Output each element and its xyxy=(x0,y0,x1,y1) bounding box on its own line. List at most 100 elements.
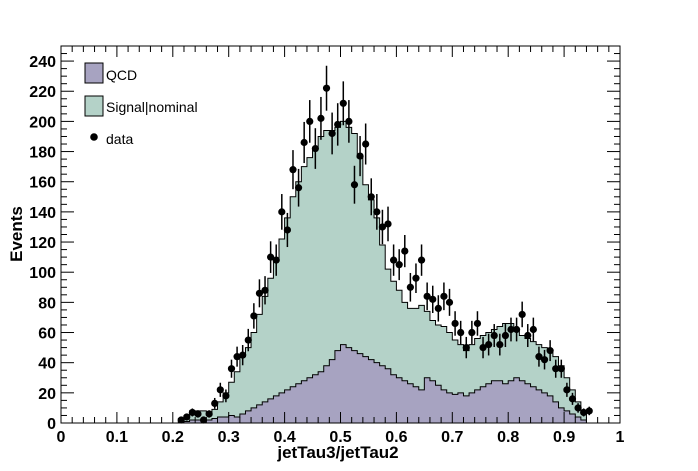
data-point xyxy=(378,209,387,245)
data-point xyxy=(451,311,459,336)
data-point xyxy=(311,128,319,169)
data-point xyxy=(278,194,286,230)
data-point xyxy=(440,282,448,311)
x-tick-label: 0.8 xyxy=(497,429,519,446)
data-point xyxy=(496,333,504,356)
data-point-marker xyxy=(529,325,537,334)
data-point xyxy=(194,410,202,418)
data-point-marker xyxy=(546,347,554,355)
data-point xyxy=(445,288,454,316)
data-point xyxy=(423,282,431,311)
y-tick-label: 120 xyxy=(29,235,56,252)
legend-signal-label: Signal|nominal xyxy=(106,99,198,115)
data-point xyxy=(261,276,269,305)
data-point xyxy=(177,416,185,424)
y-tick-label: 160 xyxy=(29,175,56,192)
data-point-marker xyxy=(177,416,185,424)
data-point xyxy=(328,112,336,155)
data-point-marker xyxy=(255,289,264,297)
data-point-marker xyxy=(501,331,510,340)
data-point xyxy=(390,244,398,276)
data-point-marker xyxy=(473,319,482,328)
data-point-marker xyxy=(518,310,526,319)
data-point xyxy=(574,403,582,413)
x-axis-ticks: 0 0.1 0.2 0.3 0.4 0.5 0.6 0.7 0.8 0.9 1 xyxy=(57,46,625,446)
data-point-marker xyxy=(345,117,353,125)
data-point xyxy=(384,206,392,242)
x-tick-label: 0.9 xyxy=(553,429,575,446)
data-point xyxy=(199,416,208,424)
data-point xyxy=(395,249,403,281)
data-point xyxy=(490,324,498,348)
data-point xyxy=(462,336,470,359)
data-point-marker xyxy=(490,331,498,340)
y-tick-label: 220 xyxy=(29,84,56,101)
stacked-histogram xyxy=(172,120,593,424)
x-tick-label: 0.6 xyxy=(385,429,407,446)
data-point xyxy=(334,103,342,146)
data-point-marker xyxy=(289,166,297,174)
data-point xyxy=(244,328,252,352)
data-point-marker xyxy=(507,325,515,334)
data-point xyxy=(222,389,230,403)
y-axis-ticks: 0 20 40 60 80 100 120 140 160 180 200 220 240 xyxy=(29,45,620,433)
data-point xyxy=(518,301,526,328)
data-point xyxy=(345,100,353,143)
data-point xyxy=(317,96,325,140)
data-point-marker xyxy=(194,410,202,418)
data-point-marker xyxy=(378,223,387,231)
data-point-marker xyxy=(496,340,504,349)
y-tick-label: 100 xyxy=(29,265,56,282)
qcd-fill xyxy=(172,344,593,423)
data-point-marker xyxy=(462,344,470,352)
data-point-marker xyxy=(401,247,409,255)
data-point xyxy=(255,279,264,308)
data-point-marker xyxy=(445,298,454,306)
legend-data-marker xyxy=(90,133,98,141)
data-point-marker xyxy=(568,395,577,403)
data-point-marker xyxy=(278,208,286,216)
data-point xyxy=(540,349,549,370)
x-tick-label: 0.2 xyxy=(162,429,184,446)
data-point-marker xyxy=(395,261,403,269)
data-point-marker xyxy=(233,353,241,361)
data-point xyxy=(272,244,280,276)
data-point-marker xyxy=(457,328,465,337)
data-point-marker xyxy=(239,351,247,359)
data-point xyxy=(250,303,258,329)
data-point-marker xyxy=(328,129,336,138)
y-tick-label: 40 xyxy=(38,356,56,373)
data-point xyxy=(501,324,510,348)
data-point xyxy=(205,410,213,418)
data-point-marker xyxy=(417,256,426,264)
data-point-marker xyxy=(283,226,291,234)
data-point-marker xyxy=(188,408,196,417)
data-point xyxy=(183,413,191,421)
data-point-marker xyxy=(267,253,275,261)
data-point xyxy=(267,241,275,273)
data-point xyxy=(239,345,247,366)
data-point-marker xyxy=(540,356,549,364)
data-point-marker xyxy=(311,144,319,153)
data-point-marker xyxy=(227,365,236,373)
x-tick-label: 0.5 xyxy=(329,429,351,446)
y-tick-label: 20 xyxy=(38,386,56,403)
data-point xyxy=(429,285,437,313)
data-point xyxy=(529,317,537,342)
legend-qcd-swatch xyxy=(84,62,104,84)
y-tick-label: 60 xyxy=(38,326,56,343)
y-tick-label: 0 xyxy=(47,416,56,433)
data-point xyxy=(188,408,196,417)
data-point xyxy=(350,165,359,204)
y-tick-label: 140 xyxy=(29,205,56,222)
data-point-marker xyxy=(479,344,487,352)
data-point-marker xyxy=(434,304,442,312)
data-point-marker xyxy=(205,410,213,418)
data-point-marker xyxy=(294,184,303,192)
data-point-marker xyxy=(451,319,459,328)
data-point xyxy=(227,359,236,378)
data-point-marker xyxy=(272,256,280,264)
legend-qcd-label: QCD xyxy=(106,67,137,83)
data-point xyxy=(557,359,565,378)
